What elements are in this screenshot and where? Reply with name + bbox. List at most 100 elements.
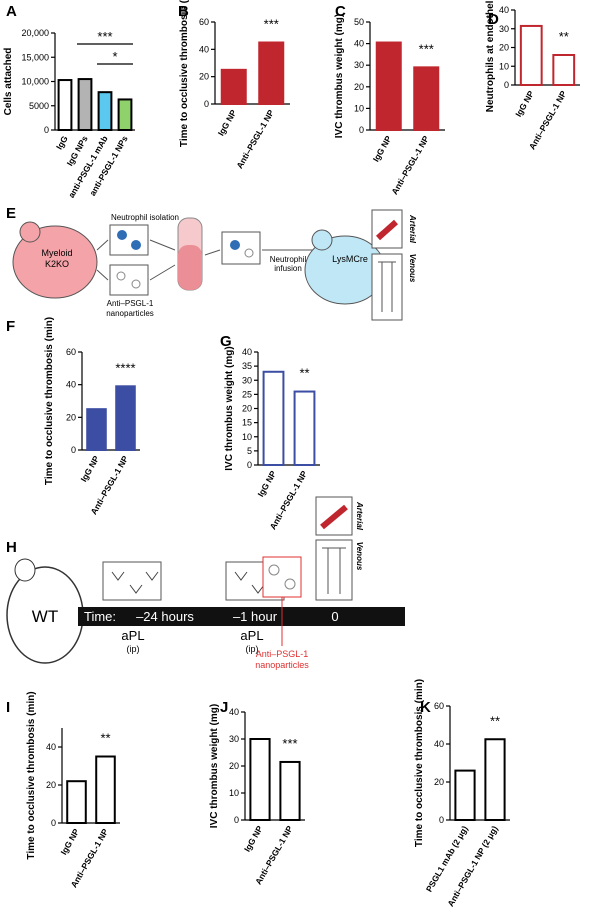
y-axis-label: Time to occlusive thrombosis (min) [414,679,425,847]
diagram-text: Venous [408,254,417,283]
y-tick-label: 20 [66,412,76,422]
y-tick-label: 50 [354,17,364,27]
y-tick-label: 5 [247,446,252,456]
venous-box [315,539,353,601]
y-tick-label: 15,000 [21,52,49,62]
diagram-text: aPL [121,628,144,643]
y-tick-label: 0 [247,460,252,470]
bar [66,780,87,825]
diagram-text: (ip) [246,644,259,654]
y-tick-label: 15 [242,418,252,428]
arrows [96,239,318,281]
x-tick-label: IgG [54,134,70,152]
y-tick-label: 60 [199,17,209,27]
y-tick-label: 10 [229,788,239,798]
diagram-text: LysMCre [332,254,368,264]
y-tick-label: 60 [434,701,444,711]
diagram-e [12,209,403,321]
x-tick-label: Anti–PSGL-1 NP [389,134,431,197]
y-tick-label: 40 [46,742,56,752]
mix-box [221,231,261,265]
y-tick-label: 0 [359,125,364,135]
y-tick-label: 30 [229,734,239,744]
y-axis-label: IVC thrombus weight (mg) [209,704,220,828]
y-tick-label: 20 [229,761,239,771]
panel-label: C [335,3,346,20]
timeline-text: 0 [331,609,338,624]
y-tick-label: 10 [499,61,509,71]
timeline-text: Time: [84,609,116,624]
neutrophil [230,240,240,250]
panel-label: D [488,11,499,28]
y-tick-label: 0 [439,815,444,825]
artery [376,219,398,241]
diagram-text: nanoparticles [106,309,154,318]
bar [454,769,476,821]
y-tick-label: 10 [354,103,364,113]
nanoparticle [284,578,296,590]
y-tick-label: 20 [199,72,209,82]
panel-label: B [178,3,189,20]
y-tick-label: 0 [504,80,509,90]
diagram-text: nanoparticles [255,660,309,670]
significance: *** [97,29,112,44]
y-tick-label: 35 [242,361,252,371]
y-tick-label: 40 [434,739,444,749]
significance: *** [264,17,279,32]
antibodies [111,571,281,594]
x-tick-label: IgG NP [255,469,278,499]
significance: *** [419,41,434,56]
significance: * [112,49,117,64]
y-tick-label: 20 [46,780,56,790]
bar [86,408,107,451]
y-tick-label: 20 [434,777,444,787]
panel-label: I [6,699,10,716]
y-tick-label: 30 [242,375,252,385]
bar [115,385,136,451]
diagram-text: K2KO [45,259,69,269]
diagram-h [6,496,405,664]
y-tick-label: 10,000 [21,77,49,87]
y-tick-label: 40 [242,347,252,357]
nanoparticle [131,279,141,289]
mouse-ear [14,558,36,582]
y-tick-label: 0 [71,445,76,455]
bar [97,91,113,131]
y-tick-label: 0 [204,99,209,109]
bar [413,66,440,131]
y-axis-label: Time to occlusive thrombosis (min) [44,317,55,485]
bar [484,738,506,821]
diagram-text: Neutrophil [270,255,307,264]
panel-label: H [6,539,17,556]
venous-box [371,253,403,321]
y-tick-label: 20,000 [21,28,49,38]
y-axis-label: IVC thrombus weight (mg) [224,346,235,470]
x-tick-label: IgG NP [242,824,265,854]
y-axis-label: Cells attached [3,48,14,116]
diagram-text: Anti–PSGL-1 [256,649,309,659]
bar [293,390,316,466]
bar [117,98,133,131]
diagram-text: Neutrophil isolation [111,213,179,222]
apl-box [102,561,162,601]
bar [519,24,543,86]
y-tick-label: 40 [229,707,239,717]
nanoparticle-box [262,556,302,598]
diagram-text: Myeloid [41,248,72,258]
x-tick-label: IgG NP [371,134,394,164]
mouse-ear [19,221,41,243]
timeline-text: –24 hours [136,609,194,624]
neutrophil [117,230,127,240]
y-tick-label: 30 [354,60,364,70]
y-tick-label: 0 [234,815,239,825]
diagram-text: WT [32,607,58,626]
y-tick-label: 40 [66,380,76,390]
significance: **** [115,360,135,375]
nanoparticle-box [109,264,149,296]
diagram-text: aPL [240,628,263,643]
significance: ** [299,366,309,381]
panel-label: A [6,3,17,20]
timeline [78,607,405,626]
artery [320,504,348,530]
